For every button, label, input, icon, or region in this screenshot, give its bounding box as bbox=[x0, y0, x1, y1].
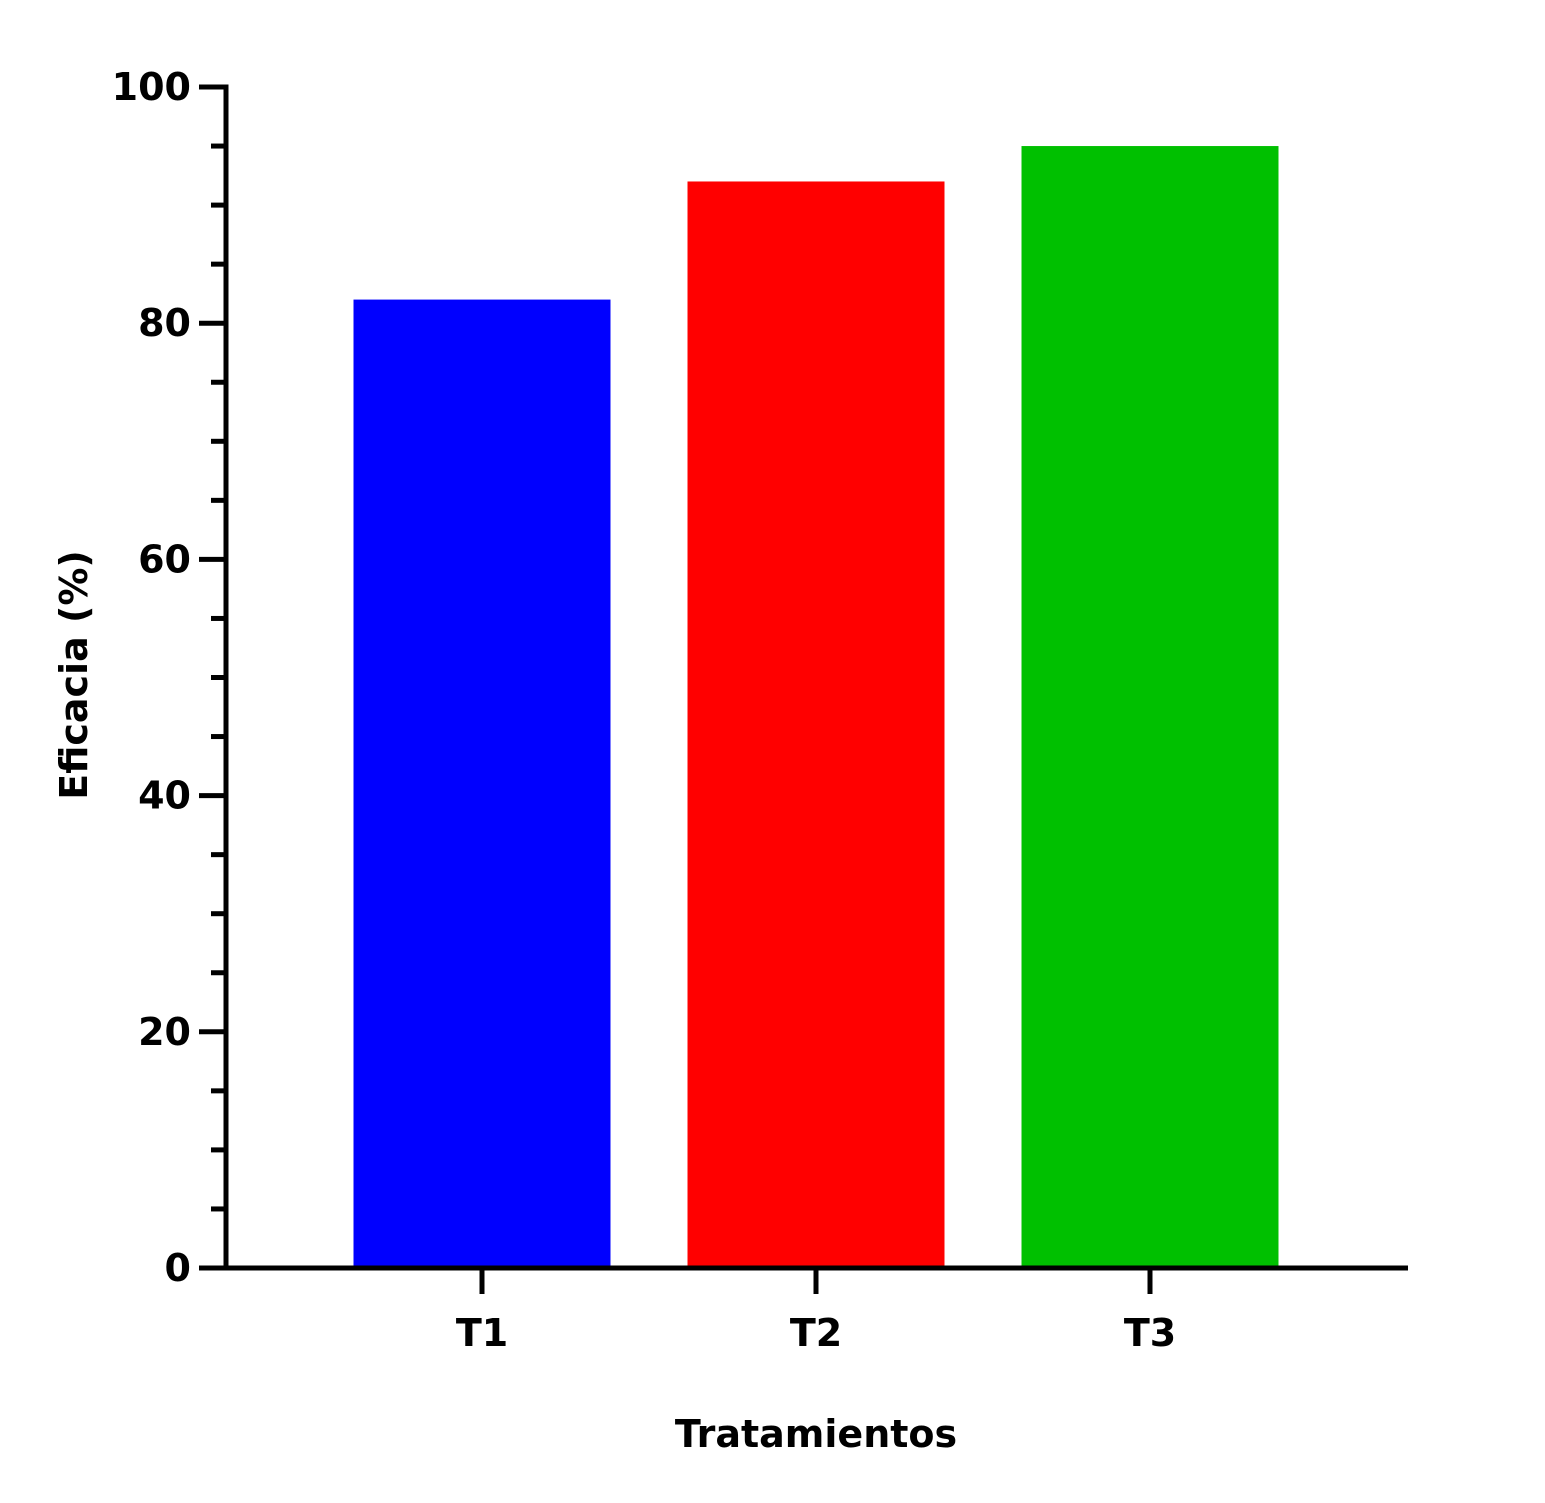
x-axis-ticks: T1 T2 T3 bbox=[456, 1268, 1176, 1355]
y-axis-title: Eficacia (%) bbox=[52, 550, 96, 800]
bar-t3 bbox=[1021, 146, 1279, 1268]
y-axis-ticks: 0 20 40 60 80 100 bbox=[112, 65, 226, 1290]
bar-t2 bbox=[687, 181, 945, 1269]
y-tick-label-40: 40 bbox=[138, 774, 191, 818]
y-tick-label-100: 100 bbox=[112, 65, 191, 109]
x-tick-label-t3: T3 bbox=[1124, 1311, 1176, 1355]
bars-group bbox=[353, 146, 1279, 1269]
x-tick-label-t2: T2 bbox=[790, 1311, 842, 1355]
y-tick-label-60: 60 bbox=[138, 537, 191, 581]
y-tick-label-80: 80 bbox=[138, 301, 191, 345]
x-tick-label-t1: T1 bbox=[456, 1311, 508, 1355]
bar-t1 bbox=[353, 299, 611, 1269]
y-tick-label-0: 0 bbox=[165, 1246, 191, 1290]
y-tick-label-20: 20 bbox=[138, 1010, 191, 1054]
x-axis-title: Tratamientos bbox=[675, 1412, 957, 1456]
